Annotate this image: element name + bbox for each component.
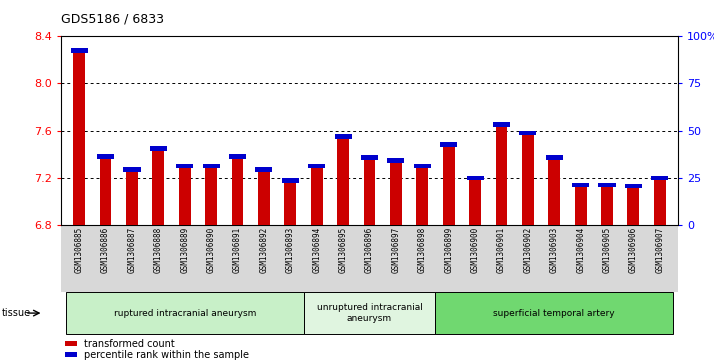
Bar xyxy=(522,133,534,225)
Bar xyxy=(152,148,164,225)
Text: transformed count: transformed count xyxy=(84,339,175,349)
Bar xyxy=(229,154,246,159)
Bar xyxy=(97,154,114,159)
Bar xyxy=(203,164,220,168)
Text: percentile rank within the sample: percentile rank within the sample xyxy=(84,350,249,360)
Bar xyxy=(545,155,563,160)
Bar xyxy=(654,178,665,225)
Bar xyxy=(124,167,141,172)
Bar xyxy=(493,122,510,127)
Bar xyxy=(126,170,138,225)
Bar xyxy=(440,143,457,147)
Bar xyxy=(416,166,428,225)
Bar xyxy=(601,185,613,225)
Bar xyxy=(337,136,349,225)
Bar xyxy=(363,158,376,225)
Bar xyxy=(335,134,352,139)
Bar xyxy=(176,164,193,168)
Bar xyxy=(74,50,85,225)
Bar xyxy=(205,166,217,225)
Bar xyxy=(496,125,508,225)
Text: GDS5186 / 6833: GDS5186 / 6833 xyxy=(61,13,164,26)
Bar xyxy=(258,170,270,225)
Bar xyxy=(469,178,481,225)
Bar xyxy=(625,184,642,188)
Text: unruptured intracranial
aneurysm: unruptured intracranial aneurysm xyxy=(316,303,423,323)
Bar xyxy=(628,186,639,225)
Bar xyxy=(548,158,560,225)
Bar xyxy=(413,164,431,168)
Bar xyxy=(598,183,615,187)
Bar xyxy=(150,146,167,151)
Bar xyxy=(390,160,402,225)
Bar xyxy=(100,157,111,225)
Bar xyxy=(519,131,536,135)
Bar xyxy=(256,167,273,172)
Text: ruptured intracranial aneurysm: ruptured intracranial aneurysm xyxy=(114,309,256,318)
Bar xyxy=(308,164,326,168)
Text: tissue: tissue xyxy=(2,308,31,318)
Bar xyxy=(303,292,436,334)
Bar xyxy=(71,48,88,53)
Bar xyxy=(231,157,243,225)
Bar xyxy=(436,292,673,334)
Bar xyxy=(282,178,299,183)
Text: superficial temporal artery: superficial temporal artery xyxy=(493,309,615,318)
Bar xyxy=(66,352,77,357)
Bar xyxy=(387,158,404,163)
Bar xyxy=(311,166,323,225)
Bar xyxy=(575,185,587,225)
Bar xyxy=(66,341,77,346)
Bar xyxy=(178,166,191,225)
Bar xyxy=(66,292,303,334)
Bar xyxy=(651,176,668,180)
Bar xyxy=(284,180,296,225)
Bar xyxy=(466,176,483,180)
Bar xyxy=(443,145,455,225)
Bar xyxy=(361,155,378,160)
Bar xyxy=(572,183,589,187)
